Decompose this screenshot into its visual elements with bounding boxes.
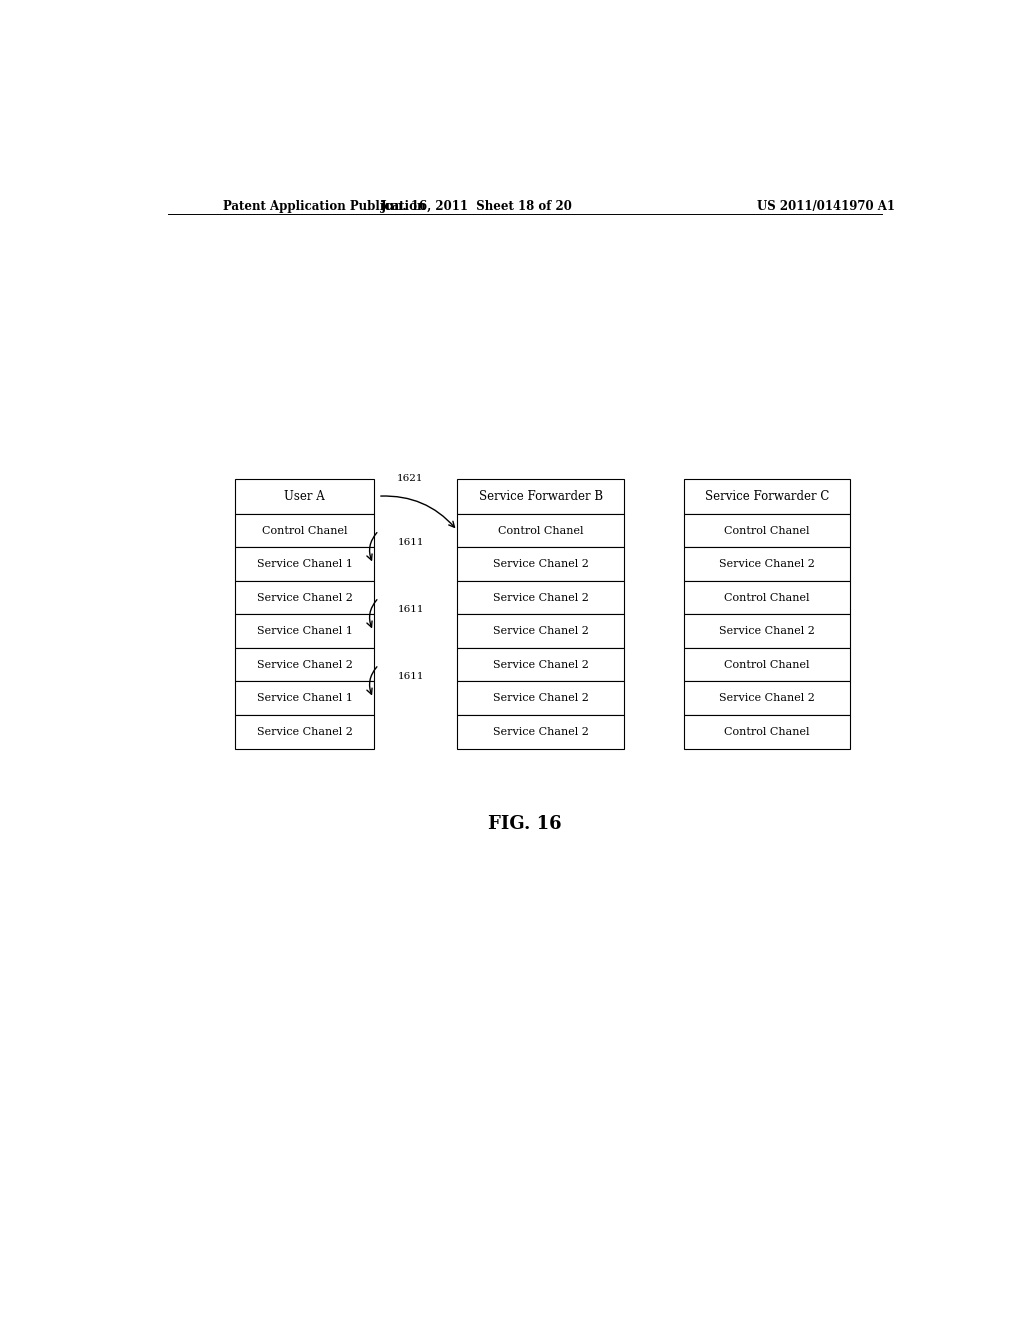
Text: User A: User A xyxy=(285,490,325,503)
Text: Control Chanel: Control Chanel xyxy=(498,525,584,536)
Text: Service Chanel 1: Service Chanel 1 xyxy=(257,626,352,636)
Bar xyxy=(684,614,850,648)
Text: Service Forwarder B: Service Forwarder B xyxy=(478,490,603,503)
Bar xyxy=(684,581,850,614)
Text: Control Chanel: Control Chanel xyxy=(724,660,810,669)
Text: Control Chanel: Control Chanel xyxy=(262,525,347,536)
Bar xyxy=(458,581,624,614)
Text: Service Chanel 2: Service Chanel 2 xyxy=(493,660,589,669)
Bar xyxy=(684,513,850,548)
Text: Service Chanel 2: Service Chanel 2 xyxy=(493,626,589,636)
Text: Service Forwarder C: Service Forwarder C xyxy=(705,490,829,503)
Text: Service Chanel 2: Service Chanel 2 xyxy=(719,560,815,569)
Text: Jun. 16, 2011  Sheet 18 of 20: Jun. 16, 2011 Sheet 18 of 20 xyxy=(381,199,573,213)
Text: Control Chanel: Control Chanel xyxy=(724,727,810,737)
Bar xyxy=(458,614,624,648)
Text: 1611: 1611 xyxy=(397,537,424,546)
Text: Service Chanel 1: Service Chanel 1 xyxy=(257,693,352,704)
Bar xyxy=(684,648,850,681)
Text: Service Chanel 2: Service Chanel 2 xyxy=(493,693,589,704)
Text: 1611: 1611 xyxy=(397,672,424,681)
Bar xyxy=(458,648,624,681)
Text: 1621: 1621 xyxy=(396,474,423,483)
Bar xyxy=(236,513,374,548)
Text: Service Chanel 2: Service Chanel 2 xyxy=(257,593,352,603)
Bar xyxy=(236,581,374,614)
Text: Service Chanel 2: Service Chanel 2 xyxy=(257,660,352,669)
Bar xyxy=(684,548,850,581)
Text: Control Chanel: Control Chanel xyxy=(724,525,810,536)
Text: Service Chanel 1: Service Chanel 1 xyxy=(257,560,352,569)
Bar xyxy=(236,681,374,715)
Bar xyxy=(458,548,624,581)
Text: Service Chanel 2: Service Chanel 2 xyxy=(493,560,589,569)
Bar xyxy=(458,513,624,548)
Text: Service Chanel 2: Service Chanel 2 xyxy=(257,727,352,737)
Bar xyxy=(458,479,624,513)
Text: Service Chanel 2: Service Chanel 2 xyxy=(493,593,589,603)
Text: Patent Application Publication: Patent Application Publication xyxy=(223,199,426,213)
Bar xyxy=(236,614,374,648)
Text: Service Chanel 2: Service Chanel 2 xyxy=(719,693,815,704)
Text: Service Chanel 2: Service Chanel 2 xyxy=(719,626,815,636)
Text: FIG. 16: FIG. 16 xyxy=(488,816,561,833)
Bar xyxy=(684,715,850,748)
Text: Service Chanel 2: Service Chanel 2 xyxy=(493,727,589,737)
Bar xyxy=(236,479,374,513)
Bar xyxy=(684,479,850,513)
Bar xyxy=(684,681,850,715)
Text: Control Chanel: Control Chanel xyxy=(724,593,810,603)
Bar xyxy=(236,548,374,581)
Bar xyxy=(458,681,624,715)
Text: 1611: 1611 xyxy=(397,605,424,614)
Bar xyxy=(236,648,374,681)
Bar xyxy=(236,715,374,748)
Bar xyxy=(458,715,624,748)
Text: US 2011/0141970 A1: US 2011/0141970 A1 xyxy=(758,199,895,213)
